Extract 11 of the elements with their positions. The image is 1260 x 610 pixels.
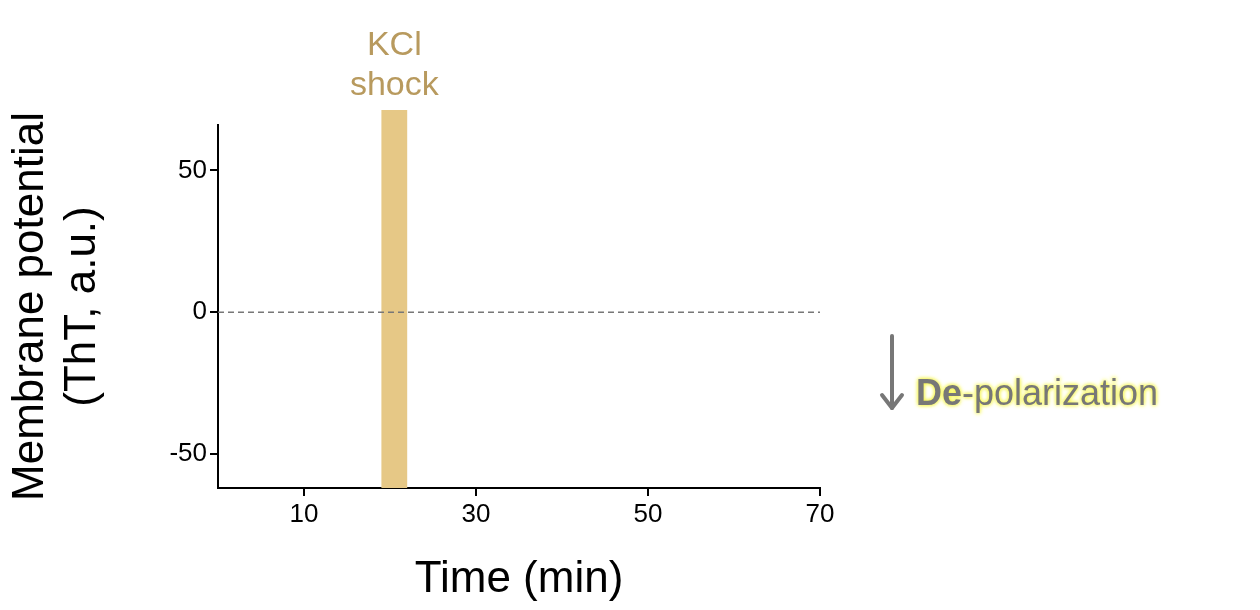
x-tick-label: 10 [289, 497, 319, 528]
y-tick-label: 50 [178, 153, 207, 184]
y-tick-label: 0 [192, 295, 207, 326]
x-tick-label: 50 [633, 497, 663, 528]
y-tick-label: -50 [169, 437, 207, 468]
x-tick-label: 70 [805, 497, 835, 528]
y-axis-title: Membrane potential (ThT, a.u.) [2, 112, 105, 501]
text: De-polarization [916, 372, 1159, 414]
band-label: KCl shock [349, 24, 440, 102]
x-tick-label: 30 [461, 497, 491, 528]
x-axis-title: Time (min) [414, 551, 624, 601]
